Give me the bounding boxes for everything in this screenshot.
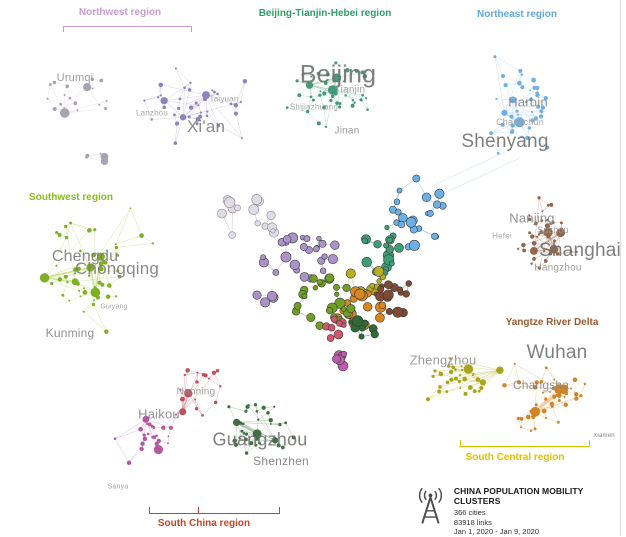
legend-text: CHINA POPULATION MOBILITY CLUSTERS 366 c… (454, 486, 626, 537)
radio-tower-icon (416, 486, 445, 526)
legend-stat-cities: 366 cities (454, 508, 626, 518)
legend-title: CHINA POPULATION MOBILITY CLUSTERS (454, 486, 626, 506)
legend: CHINA POPULATION MOBILITY CLUSTERS 366 c… (416, 486, 626, 537)
legend-stat-links: 83918 links (454, 518, 626, 528)
legend-stat-dates: Jan 1, 2020 - Jan 9, 2020 (454, 527, 626, 537)
panel-right-border (620, 0, 621, 536)
